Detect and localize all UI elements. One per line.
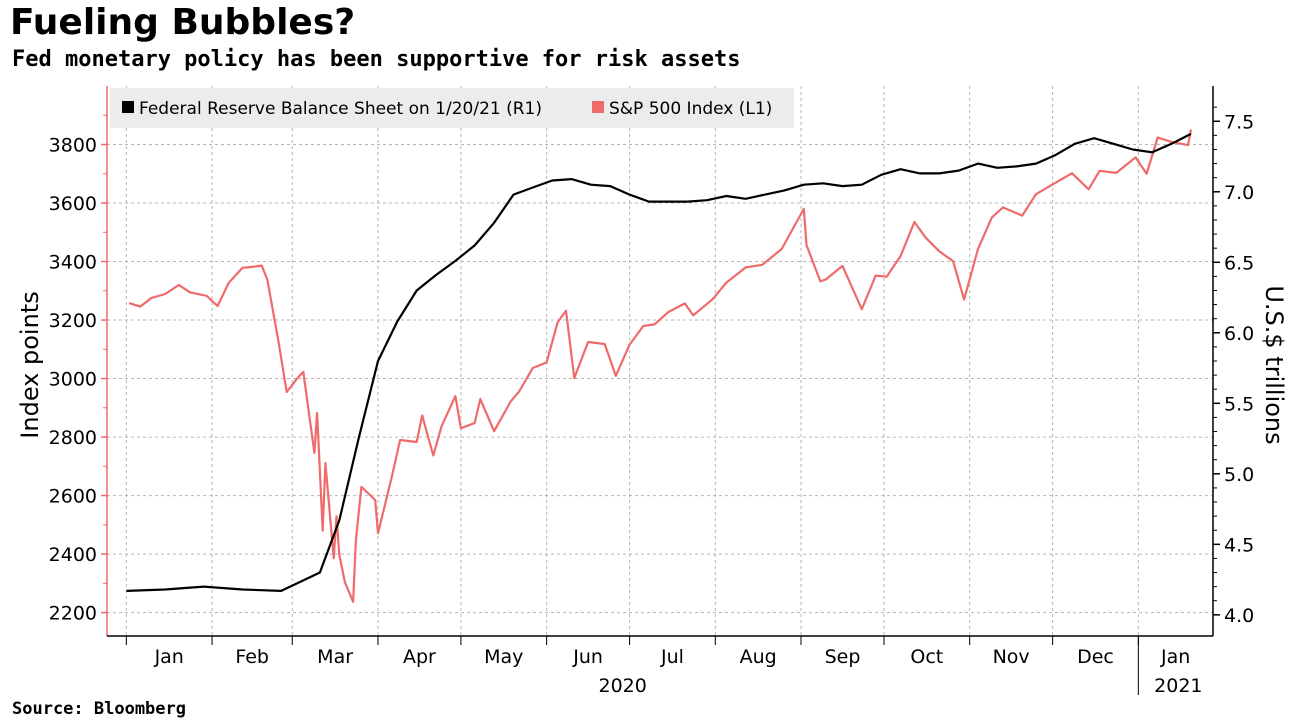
legend-label-sp500: S&P 500 Index (L1) (609, 99, 772, 119)
x-month-label: Apr (403, 646, 436, 668)
chart-subtitle: Fed monetary policy has been supportive … (12, 47, 741, 72)
legend-background (110, 88, 794, 128)
x-month-label: Oct (910, 646, 943, 668)
x-month-label: Jun (572, 646, 603, 668)
series-line-fed-balance-sheet (126, 132, 1192, 593)
legend-swatch-fed (122, 101, 134, 113)
right-tick-label: 7.5 (1224, 111, 1254, 133)
right-tick-label: 6.0 (1224, 323, 1254, 345)
right-tick-label: 4.5 (1224, 534, 1254, 556)
left-tick-label: 2600 (49, 486, 97, 508)
series-line-sp500 (128, 129, 1192, 603)
source-note: Source: Bloomberg (12, 699, 186, 719)
x-month-label: Aug (740, 646, 777, 668)
right-tick-label: 6.5 (1224, 252, 1254, 274)
x-month-label: Feb (235, 646, 269, 668)
right-tick-label: 5.5 (1224, 393, 1254, 415)
legend: Federal Reserve Balance Sheet on 1/20/21… (110, 88, 794, 128)
x-year-label: 2021 (1154, 675, 1202, 697)
left-tick-label: 2200 (49, 603, 97, 625)
left-tick-label: 2800 (49, 427, 97, 449)
series (126, 129, 1192, 603)
right-tick-label: 5.0 (1224, 464, 1254, 486)
left-tick-label: 3800 (49, 135, 97, 157)
legend-swatch-sp500 (592, 101, 604, 113)
x-month-label: Jan (154, 646, 184, 668)
right-tick-label: 7.0 (1224, 182, 1254, 204)
x-month-label: Nov (993, 646, 1030, 668)
gridlines (107, 86, 1213, 636)
x-month-label: May (484, 646, 523, 668)
axes: 2200 2400 2600 2800 3000 3200 3400 3600 3800 4.0 4… (49, 86, 1254, 697)
left-tick-label: 2400 (49, 544, 97, 566)
right-tick-label: 4.0 (1224, 605, 1254, 627)
x-month-label: Jul (660, 646, 684, 668)
left-tick-label: 3600 (49, 193, 97, 215)
x-year-label: 2020 (598, 675, 646, 697)
x-month-label: Dec (1077, 646, 1114, 668)
right-axis-title: U.S.$ trillions (1260, 285, 1288, 444)
x-month-label: Jan (1160, 646, 1190, 668)
legend-label-fed: Federal Reserve Balance Sheet on 1/20/21… (139, 99, 542, 119)
left-axis-title: Index points (16, 291, 44, 438)
left-tick-label: 3000 (49, 369, 97, 391)
x-month-label: Sep (825, 646, 861, 668)
left-tick-label: 3200 (49, 310, 97, 332)
left-tick-label: 3400 (49, 252, 97, 274)
chart-title: Fueling Bubbles? (10, 2, 356, 43)
x-month-label: Mar (317, 646, 353, 668)
